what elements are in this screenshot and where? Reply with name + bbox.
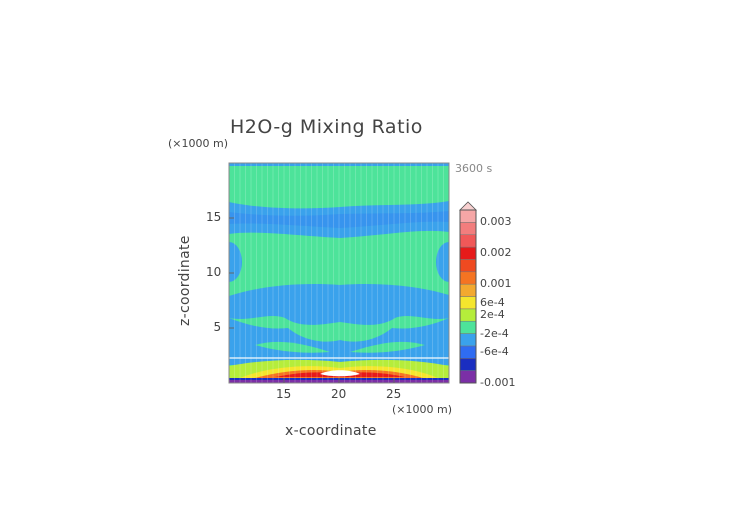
y-tick-label: 5 xyxy=(213,320,222,334)
upper-blue-band-core xyxy=(229,211,449,228)
colorbar-band xyxy=(459,358,477,371)
x-tick-label: 15 xyxy=(276,387,292,401)
colorbar-label: 0.003 xyxy=(480,215,512,229)
colorbar-band xyxy=(459,222,477,235)
upper-blue-band xyxy=(229,201,449,238)
colorbar xyxy=(459,201,477,384)
lower-blue-band xyxy=(229,284,449,325)
colorbar-band xyxy=(459,234,477,248)
chart-title: H2O-g Mixing Ratio xyxy=(230,116,423,138)
field-top-strip xyxy=(229,163,449,166)
colorbar-label: -2e-4 xyxy=(480,326,509,340)
colorbar-band xyxy=(459,271,477,285)
colorbar-band xyxy=(459,333,477,347)
colorbar-extend-arrow xyxy=(459,201,477,211)
y-tick-label: 15 xyxy=(206,210,222,224)
lower-blue-region xyxy=(229,318,449,365)
colorbar-frame xyxy=(459,209,477,384)
x-tick-label: 25 xyxy=(386,387,402,401)
axis-ticks xyxy=(229,217,395,383)
colorbar-label: -6e-4 xyxy=(480,345,509,359)
colorbar-label: 0.001 xyxy=(480,277,512,291)
colorbar-label: 0.002 xyxy=(480,246,512,260)
green-tongue-right xyxy=(350,341,425,353)
surface-white-core xyxy=(320,370,360,377)
y-tick-label: 10 xyxy=(206,265,222,279)
colorbar-band xyxy=(459,345,477,359)
y-axis-unit: (×1000 m) xyxy=(168,137,229,150)
green-tongue-left xyxy=(255,341,330,353)
colorbar-label: 2e-4 xyxy=(480,308,505,322)
x-axis-unit: (×1000 m) xyxy=(392,403,453,416)
heatmap-field xyxy=(229,163,449,383)
colorbar-band xyxy=(459,246,477,260)
colorbar-band xyxy=(459,259,477,273)
grid-lines xyxy=(234,163,444,383)
x-axis-label: x-coordinate xyxy=(285,423,377,439)
surface-line xyxy=(229,357,449,359)
colorbar-band xyxy=(459,283,477,297)
colorbar-band xyxy=(459,296,477,310)
colorbar-band xyxy=(459,209,477,223)
colorbar-label: 6e-4 xyxy=(480,295,505,309)
colorbar-band xyxy=(459,320,477,334)
colorbar-band xyxy=(459,370,477,384)
left-blue-lobe xyxy=(229,242,242,282)
colorbar-label: -0.001 xyxy=(480,376,516,389)
x-tick-label: 20 xyxy=(331,387,347,401)
colorbar-band xyxy=(459,308,477,322)
right-blue-lobe xyxy=(436,242,449,282)
time-label: 3600 s xyxy=(455,162,493,175)
